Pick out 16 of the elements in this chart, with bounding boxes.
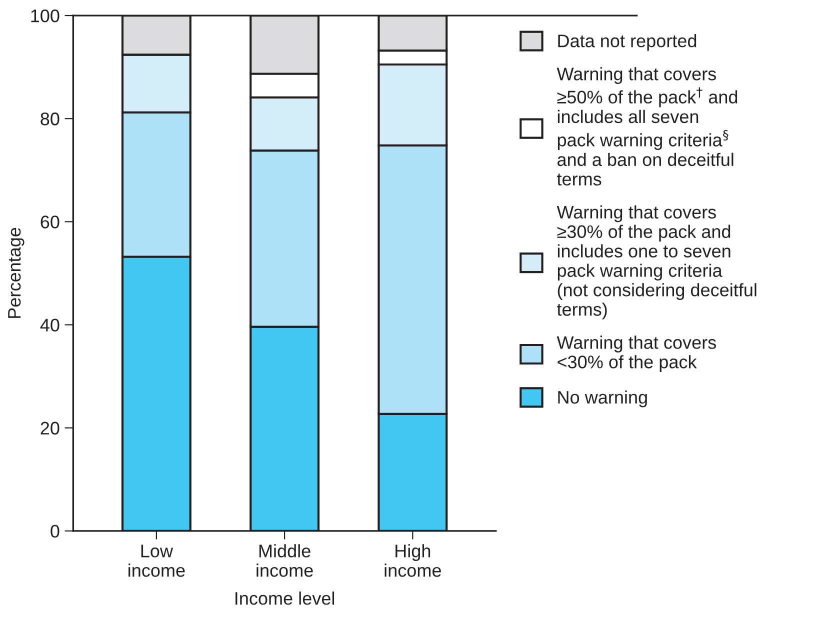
y-tick-label: 0 (50, 524, 60, 538)
x-axis-title: Income level (236, 592, 334, 605)
x-tick-label: High income (384, 544, 441, 577)
legend-label: No warning (558, 390, 647, 408)
legend-label: Data not reported (558, 34, 696, 51)
x-tick-label: Low income (128, 544, 185, 577)
legend-label: Warning that covers ≥30% of the pack and includes one to seven pack warning criteria (not considering deceitful terms) (556, 205, 756, 320)
y-tick-label: 80 (40, 112, 60, 126)
y-tick-label: 100 (31, 9, 60, 22)
text: Warning that covers ≥50% of the pack$^{†}$ and includes all seven pack warning criteria$^{§}$ and a ban on deceitful terms (556, 67, 738, 186)
legend-label: Warning that covers <30% of the pack (556, 336, 716, 372)
y-tick-label: 20 (40, 422, 60, 435)
y-tick-label: 40 (40, 318, 60, 332)
y-tick-label: 60 (40, 216, 60, 228)
y-axis-title: Percentage (8, 228, 24, 318)
x-tick-label: Middle income (256, 544, 313, 577)
